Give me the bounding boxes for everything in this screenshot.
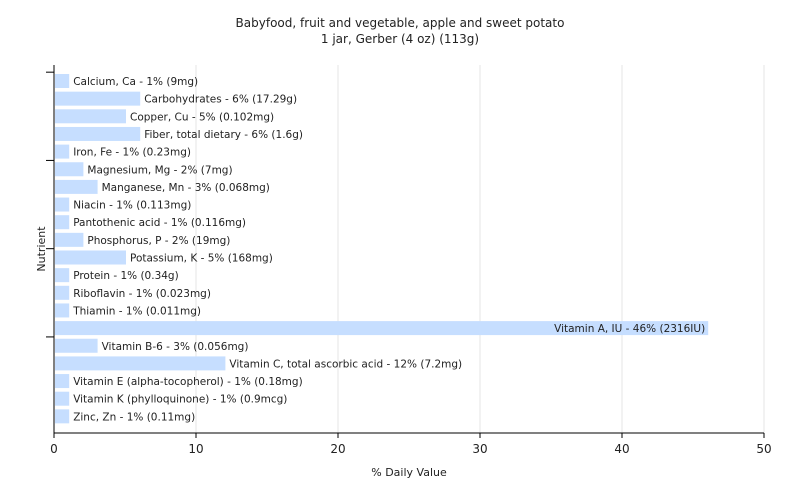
x-tick-label: 40	[614, 442, 629, 456]
bar	[55, 144, 70, 159]
bar-label: Pantothenic acid - 1% (0.116mg)	[73, 217, 246, 229]
bar-label: Thiamin - 1% (0.011mg)	[72, 305, 201, 317]
chart-title: Babyfood, fruit and vegetable, apple and…	[235, 16, 565, 30]
bar-labels: Calcium, Ca - 1% (9mg) Carbohydrates - 6%…	[72, 76, 705, 423]
bar	[55, 374, 70, 389]
bar	[55, 356, 226, 371]
bar	[55, 162, 84, 177]
bar	[55, 285, 70, 300]
x-tick-label: 0	[50, 442, 58, 456]
bar-label: Vitamin A, IU - 46% (2316IU)	[554, 323, 705, 335]
bar-label: Vitamin E (alpha-tocopherol) - 1% (0.18m…	[73, 376, 303, 388]
bar	[55, 215, 70, 230]
bar	[55, 109, 126, 124]
bar-label: Phosphorus, P - 2% (19mg)	[87, 235, 230, 247]
bar-label: Potassium, K - 5% (168mg)	[130, 253, 273, 265]
bar	[55, 338, 98, 353]
bar-label: Vitamin K (phylloquinone) - 1% (0.9mcg)	[73, 394, 287, 406]
chart-title-block: Babyfood, fruit and vegetable, apple and…	[0, 15, 800, 47]
x-axis-title: % Daily Value	[371, 466, 447, 479]
bar	[55, 303, 70, 318]
x-tick-label: 30	[472, 442, 487, 456]
bar	[55, 409, 70, 424]
bar-label: Zinc, Zn - 1% (0.11mg)	[73, 411, 195, 423]
bar-label: Copper, Cu - 5% (0.102mg)	[130, 111, 274, 123]
bar	[55, 197, 70, 212]
bar-label: Niacin - 1% (0.113mg)	[73, 200, 191, 212]
x-tick-label: 20	[330, 442, 345, 456]
bar-label: Vitamin B-6 - 3% (0.056mg)	[102, 341, 249, 353]
bar	[55, 268, 70, 283]
bar-label: Magnesium, Mg - 2% (7mg)	[87, 164, 232, 176]
bar-label: Fiber, total dietary - 6% (1.6g)	[144, 129, 303, 141]
bar	[55, 250, 126, 265]
bar-label: Vitamin C, total ascorbic acid - 12% (7.…	[229, 358, 462, 370]
bar-label: Protein - 1% (0.34g)	[73, 270, 179, 282]
bar	[55, 179, 98, 194]
bar	[55, 126, 141, 141]
bar	[55, 232, 84, 247]
bar-label: Carbohydrates - 6% (17.29g)	[144, 94, 297, 106]
bar-label: Calcium, Ca - 1% (9mg)	[73, 76, 198, 88]
grid-lines	[195, 65, 765, 433]
bar	[55, 74, 70, 88]
bar-label: Iron, Fe - 1% (0.23mg)	[73, 147, 191, 159]
y-axis-title: Nutrient	[35, 226, 48, 272]
bar	[55, 391, 70, 406]
bar-label: Manganese, Mn - 3% (0.068mg)	[102, 182, 270, 194]
chart-subtitle: 1 jar, Gerber (4 oz) (113g)	[320, 32, 480, 46]
bar-label: Riboflavin - 1% (0.023mg)	[73, 288, 211, 300]
bars	[55, 74, 709, 424]
axes: 0 10 20 30 40 50	[46, 65, 772, 456]
x-tick-label: 50	[756, 442, 771, 456]
bar	[55, 91, 141, 106]
bar	[55, 321, 709, 336]
x-tick-label: 10	[188, 442, 203, 456]
